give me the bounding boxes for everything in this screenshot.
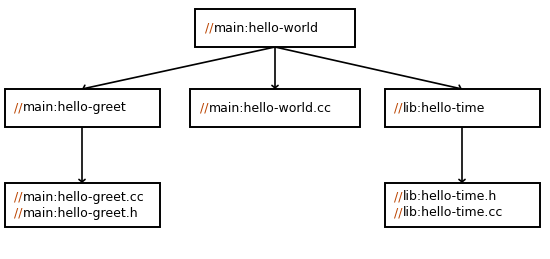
Text: //: // [200, 102, 208, 114]
Bar [384, 89, 540, 127]
Text: main:hello-world: main:hello-world [213, 21, 318, 34]
Text: //: // [394, 191, 403, 204]
Text: lib:hello-time.h: lib:hello-time.h [403, 191, 497, 204]
Text: //: // [14, 206, 23, 219]
Text: main:hello-greet: main:hello-greet [23, 102, 126, 114]
Text: main:hello-greet.cc: main:hello-greet.cc [23, 191, 145, 204]
Text: main:hello-world.cc: main:hello-world.cc [208, 102, 332, 114]
Bar [384, 183, 540, 227]
Text: //: // [205, 21, 213, 34]
Text: main:hello-greet.h: main:hello-greet.h [23, 206, 139, 219]
Text: //: // [394, 102, 403, 114]
Text: //: // [14, 191, 23, 204]
Text: lib:hello-time: lib:hello-time [403, 102, 485, 114]
Text: //: // [14, 102, 23, 114]
Bar [4, 183, 160, 227]
Text: lib:hello-time.cc: lib:hello-time.cc [403, 206, 503, 219]
Text: //: // [394, 206, 403, 219]
Bar [195, 9, 355, 47]
Bar [4, 89, 160, 127]
Bar [190, 89, 360, 127]
